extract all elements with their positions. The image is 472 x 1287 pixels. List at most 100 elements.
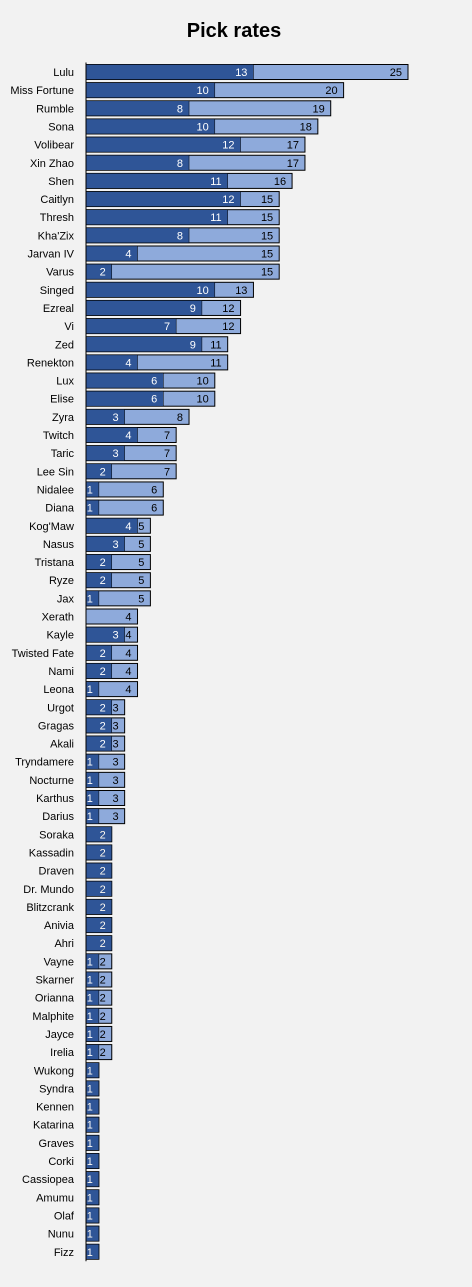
category-label-zyra: Zyra: [52, 412, 75, 424]
value-label-light-varus: 15: [261, 267, 273, 279]
value-label-dark-taric: 3: [113, 448, 119, 460]
value-label-light-anivia: 2: [100, 920, 106, 932]
value-label-dark-graves: 1: [87, 1138, 93, 1150]
bar-dark-xin-zhao: [85, 155, 190, 171]
value-label-dark-singed: 10: [197, 285, 209, 297]
value-label-light-leona: 4: [125, 684, 131, 696]
bar-dark-singed: [85, 282, 216, 298]
category-label-lulu: Lulu: [53, 67, 74, 79]
category-label-malphite: Malphite: [32, 1011, 74, 1023]
value-label-dark-miss-fortune: 10: [197, 85, 209, 97]
value-label-light-skarner: 2: [100, 975, 106, 987]
value-label-light-nami: 4: [125, 666, 131, 678]
bar-dark-miss-fortune: [85, 82, 216, 98]
value-label-dark-olaf: 1: [87, 1210, 93, 1222]
value-label-dark-syndra: 1: [87, 1083, 93, 1095]
bar-dark-ezreal: [85, 300, 203, 316]
bar-dark-zyra: [85, 409, 125, 425]
category-label-volibear: Volibear: [34, 140, 74, 152]
category-label-ahri: Ahri: [54, 938, 74, 950]
value-label-dark-jax: 1: [87, 593, 93, 605]
category-label-graves: Graves: [39, 1138, 75, 1150]
value-label-dark-jarvan-iv: 4: [125, 249, 131, 261]
value-label-light-miss-fortune: 20: [325, 85, 337, 97]
category-label-xin-zhao: Xin Zhao: [30, 158, 74, 170]
value-label-light-irelia: 2: [100, 1047, 106, 1059]
category-label-tryndamere: Tryndamere: [15, 757, 74, 769]
value-label-light-dr-mundo: 2: [100, 884, 106, 896]
value-label-dark-dr-mundo: 2: [100, 884, 106, 896]
category-label-darius: Darius: [42, 811, 74, 823]
value-label-dark-malphite: 1: [87, 1011, 93, 1023]
bar-dark-vi: [85, 318, 177, 334]
category-label-shen: Shen: [48, 176, 74, 188]
bar-dark-kayle: [85, 626, 125, 643]
category-label-varus: Varus: [46, 267, 74, 279]
value-label-dark-kassadin: 2: [100, 847, 106, 859]
value-label-light-graves: 1: [87, 1138, 93, 1150]
value-label-light-renekton: 11: [210, 357, 221, 369]
value-label-dark-zyra: 3: [113, 412, 119, 424]
value-label-light-olaf: 1: [87, 1210, 93, 1222]
value-label-light-volibear: 17: [287, 140, 299, 152]
value-label-light-cassiopea: 1: [87, 1174, 93, 1186]
value-label-light-twisted-fate: 4: [125, 648, 131, 660]
category-label-vi: Vi: [64, 321, 74, 333]
bar-dark-kha-zix: [85, 227, 190, 244]
category-label-draven: Draven: [39, 866, 74, 878]
value-label-dark-tryndamere: 1: [87, 757, 93, 769]
category-label-nocturne: Nocturne: [29, 775, 74, 787]
value-label-light-caitlyn: 15: [261, 194, 273, 206]
value-label-dark-akali: 2: [100, 739, 106, 751]
category-label-fizz: Fizz: [54, 1247, 74, 1259]
value-label-dark-gragas: 2: [100, 720, 106, 732]
value-label-light-tryndamere: 3: [113, 757, 119, 769]
value-label-dark-vi: 7: [164, 321, 170, 333]
value-label-light-malphite: 2: [100, 1011, 106, 1023]
category-label-miss-fortune: Miss Fortune: [10, 85, 74, 97]
value-label-light-karthus: 3: [113, 793, 119, 805]
value-label-dark-kha-zix: 8: [177, 230, 183, 242]
category-label-katarina: Katarina: [33, 1120, 75, 1132]
value-label-light-diana: 6: [151, 503, 157, 515]
bar-dark-rumble: [85, 100, 190, 117]
value-label-light-singed: 13: [235, 285, 247, 297]
value-label-dark-leona: 1: [87, 684, 93, 696]
value-label-dark-blitzcrank: 2: [100, 902, 106, 914]
value-label-light-kassadin: 2: [100, 847, 106, 859]
category-label-caitlyn: Caitlyn: [40, 194, 74, 206]
value-label-dark-nasus: 3: [113, 539, 119, 551]
value-label-light-soraka: 2: [100, 829, 106, 841]
value-label-dark-kog-maw: 4: [125, 521, 131, 533]
category-label-xerath: Xerath: [42, 612, 74, 624]
value-label-light-nunu: 1: [87, 1229, 93, 1241]
value-label-light-shen: 16: [274, 176, 286, 188]
category-label-wukong: Wukong: [34, 1065, 74, 1077]
category-label-twitch: Twitch: [43, 430, 74, 442]
category-label-olaf: Olaf: [54, 1210, 75, 1222]
value-label-light-lee-sin: 7: [164, 466, 170, 478]
category-label-syndra: Syndra: [39, 1083, 75, 1095]
category-label-nasus: Nasus: [43, 539, 75, 551]
category-label-lee-sin: Lee Sin: [37, 466, 74, 478]
bar-dark-caitlyn: [85, 191, 241, 207]
category-label-corki: Corki: [48, 1156, 74, 1168]
bar-dark-sona: [85, 118, 216, 135]
value-label-dark-volibear: 12: [222, 140, 234, 152]
category-label-blitzcrank: Blitzcrank: [26, 902, 74, 914]
value-label-dark-corki: 1: [87, 1156, 93, 1168]
value-label-light-lulu: 25: [390, 67, 402, 79]
category-label-tristana: Tristana: [35, 557, 75, 569]
value-label-light-fizz: 1: [87, 1247, 93, 1259]
bar-dark-shen: [85, 173, 228, 189]
value-label-dark-soraka: 2: [100, 829, 106, 841]
value-label-light-kennen: 1: [87, 1102, 93, 1114]
category-label-kennen: Kennen: [36, 1102, 74, 1114]
value-label-dark-orianna: 1: [87, 993, 93, 1005]
value-label-light-nasus: 5: [138, 539, 144, 551]
value-label-dark-sona: 10: [197, 121, 209, 133]
category-label-diana: Diana: [45, 503, 75, 515]
chart-title: Pick rates: [187, 20, 282, 42]
category-label-singed: Singed: [40, 285, 74, 297]
value-label-dark-ahri: 2: [100, 938, 106, 950]
